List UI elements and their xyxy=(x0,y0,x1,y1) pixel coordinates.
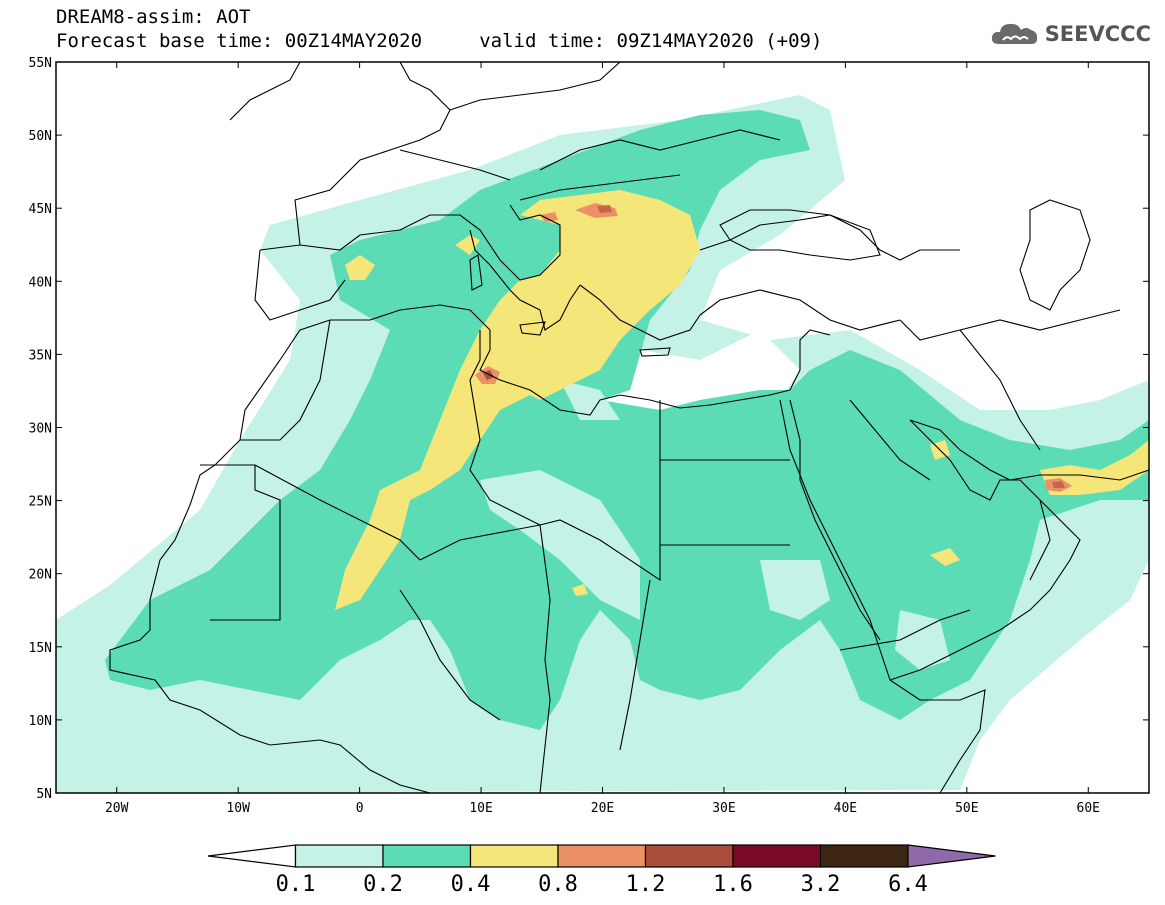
longitude-axis: 20W 10W 0 10E 20E 30E 40E 50E 60E xyxy=(105,62,1100,816)
map-title: DREAM8-assim: AOT xyxy=(56,6,251,28)
colorbar: 0.1 0.2 0.4 0.8 1.2 1.6 3.2 6.4 xyxy=(207,844,996,897)
lat-tick-label: 5N xyxy=(36,787,52,802)
colorbar-label: 1.6 xyxy=(713,872,753,897)
lat-tick-label: 30N xyxy=(29,422,52,437)
lat-tick-label: 10N xyxy=(29,714,52,729)
colorbar-arrow-low xyxy=(207,844,297,868)
colorbar-box xyxy=(557,844,647,868)
lon-tick-label: 30E xyxy=(712,801,735,816)
colorbar-label: 1.2 xyxy=(626,872,666,897)
lat-tick-label: 40N xyxy=(29,275,52,290)
lat-tick-label: 45N xyxy=(29,202,52,217)
colorbar-label: 3.2 xyxy=(801,872,841,897)
colorbar-box xyxy=(294,844,384,868)
colorbar-label: 0.4 xyxy=(451,872,491,897)
forecast-time-info: Forecast base time: 00Z14MAY2020 valid t… xyxy=(56,30,823,52)
cloud-icon xyxy=(991,23,1037,44)
lon-tick-label: 50E xyxy=(955,801,978,816)
lon-tick-label: 10W xyxy=(226,801,250,816)
lon-tick-label: 20W xyxy=(105,801,129,816)
coastlines-borders xyxy=(109,62,1149,793)
lat-tick-label: 55N xyxy=(29,56,52,71)
lat-tick-label: 20N xyxy=(29,568,52,583)
colorbar-label: 0.1 xyxy=(276,872,316,897)
lat-tick-label: 35N xyxy=(29,348,52,363)
colorbar-box xyxy=(469,844,559,868)
colorbar-box xyxy=(732,844,822,868)
logo-text: SEEVCCC xyxy=(1044,22,1151,46)
lon-tick-label: 0 xyxy=(356,801,364,816)
lon-tick-label: 20E xyxy=(591,801,614,816)
colorbar-arrow-high xyxy=(907,844,996,868)
colorbar-label: 6.4 xyxy=(888,872,928,897)
colorbar-box xyxy=(382,844,472,868)
lat-tick-label: 15N xyxy=(29,641,52,656)
colorbar-label: 0.2 xyxy=(363,872,403,897)
colorbar-box xyxy=(644,844,734,868)
lat-tick-label: 25N xyxy=(29,495,52,510)
aot-field xyxy=(56,95,1149,793)
aot-field-0.4 xyxy=(335,190,700,610)
colorbar-label: 0.8 xyxy=(538,872,578,897)
lon-tick-label: 60E xyxy=(1077,801,1100,816)
lat-tick-label: 50N xyxy=(29,129,52,144)
lon-tick-label: 10E xyxy=(469,801,492,816)
colorbar-box xyxy=(819,844,909,868)
seevccc-logo: SEEVCCC xyxy=(989,20,1151,48)
lon-tick-label: 40E xyxy=(834,801,857,816)
latitude-axis: 5N 10N 15N 20N 25N 30N 35N 40N 45N 50N 55N xyxy=(29,56,1149,802)
